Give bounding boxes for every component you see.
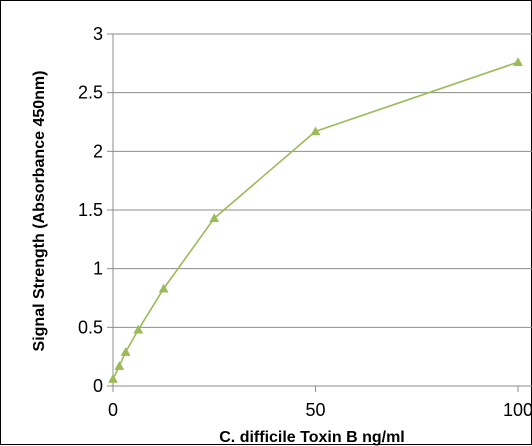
data-point-marker [310, 126, 321, 136]
data-point-marker [158, 283, 169, 293]
x-axis-title: C. difficile Toxin B ng/ml [219, 429, 404, 446]
y-tick-label: 0.5 [78, 317, 103, 337]
y-tick-label: 2 [93, 141, 103, 161]
x-tick-label: 100 [503, 400, 532, 420]
data-point-marker [133, 324, 144, 334]
data-point-marker [114, 361, 125, 370]
x-tick-label: 50 [305, 400, 325, 420]
series-group [108, 57, 523, 383]
y-axis-title: Signal Strength (Absorbance 450nm) [31, 71, 48, 352]
y-tick-label: 1.5 [78, 200, 103, 220]
data-point-marker [513, 57, 523, 67]
grid [113, 33, 532, 387]
axes [107, 33, 519, 392]
y-tick-label: 1 [93, 259, 103, 279]
data-point-marker [209, 213, 220, 223]
x-tick-label: 0 [108, 400, 118, 420]
data-point-marker [108, 373, 118, 383]
series-line [112, 61, 519, 380]
y-tick-label: 2.5 [78, 83, 103, 103]
y-tick-label: 0 [93, 376, 103, 396]
tick-labels: 0 0.5 1 1.5 2 2.5 3 0 50 100 [78, 24, 532, 420]
y-tick-label: 3 [93, 24, 103, 44]
data-point-marker [120, 346, 131, 356]
